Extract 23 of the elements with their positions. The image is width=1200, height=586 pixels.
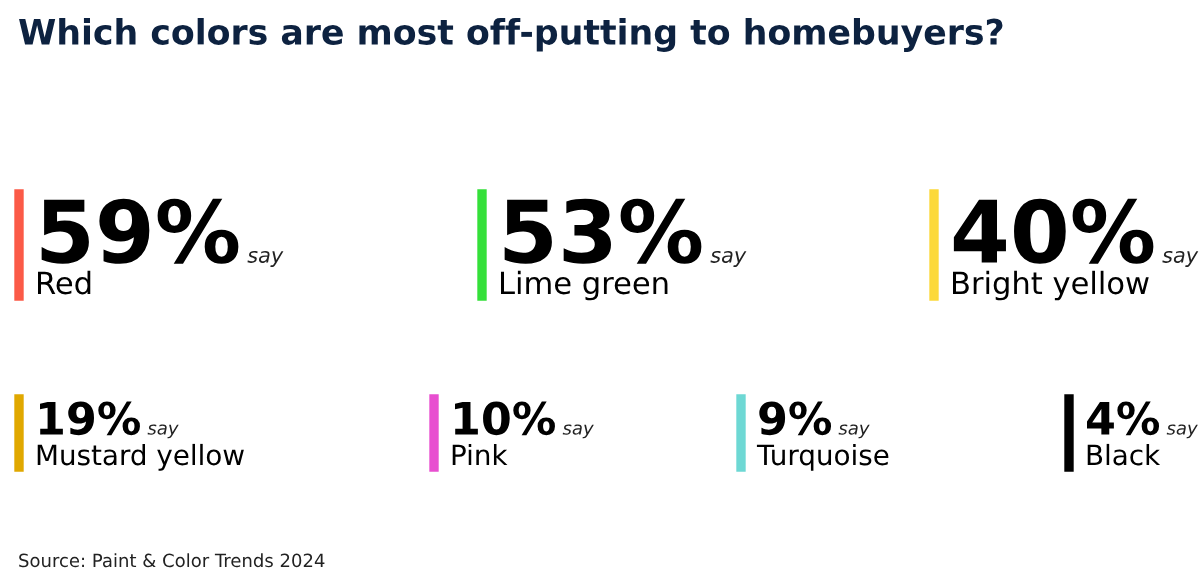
data-label: 19% [40,401,140,436]
text: say [247,250,284,267]
source-note: Source: Paint & Color Trends 2024 [19,553,325,568]
text: say [1166,424,1198,439]
data-label: 4% [1087,401,1160,436]
category-label: Red [38,270,91,295]
data-label: 9% [759,401,832,436]
text: say [562,424,594,439]
text: Which colors are most off-putting to homebuyers? [19,18,1003,52]
category-label: Mustard yellow [37,443,244,471]
category-label: Bright yellow [953,270,1149,301]
text: say [710,250,747,267]
data-label: 59% [41,198,239,264]
category-label: Pink [452,443,508,465]
category-label: Turquoise [756,443,889,471]
data-label: 53% [504,198,702,264]
category-label: Black [1087,443,1161,466]
category-label: Lime green [501,270,668,301]
data-label: 40% [953,198,1154,264]
text: say [1162,250,1199,267]
text: say [838,424,870,439]
text: say [147,424,179,439]
data-label: 10% [455,401,555,436]
